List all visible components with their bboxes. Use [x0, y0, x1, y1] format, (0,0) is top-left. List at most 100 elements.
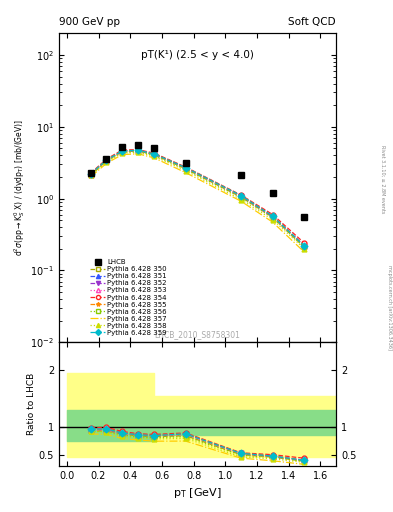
Pythia 6.428 359 [104, 157, 109, 163]
Pythia 6.428 354 [136, 146, 140, 153]
Pythia 6.428 359 [152, 151, 156, 157]
Pythia 6.428 350 [152, 152, 156, 158]
Pythia 6.428 351 [239, 193, 243, 199]
Pythia 6.428 350 [302, 244, 307, 250]
Pythia 6.428 358 [152, 153, 156, 159]
Pythia 6.428 355 [120, 148, 125, 154]
Pythia 6.428 354 [104, 156, 109, 162]
Pythia 6.428 357 [152, 155, 156, 161]
Pythia 6.428 355 [152, 151, 156, 157]
Pythia 6.428 353 [302, 243, 307, 249]
Text: Rivet 3.1.10; ≥ 2.8M events: Rivet 3.1.10; ≥ 2.8M events [381, 145, 386, 214]
Pythia 6.428 353 [120, 148, 125, 155]
Pythia 6.428 359 [239, 193, 243, 199]
LHCB [120, 144, 125, 150]
Pythia 6.428 352 [104, 157, 109, 163]
Pythia 6.428 356 [120, 150, 125, 156]
Pythia 6.428 354 [88, 170, 93, 176]
Pythia 6.428 352 [88, 171, 93, 177]
Pythia 6.428 350 [88, 173, 93, 179]
Pythia 6.428 353 [239, 194, 243, 200]
Pythia 6.428 353 [136, 147, 140, 154]
Pythia 6.428 350 [104, 158, 109, 164]
Pythia 6.428 352 [152, 151, 156, 157]
Pythia 6.428 355 [302, 243, 307, 249]
Pythia 6.428 358 [104, 159, 109, 165]
Line: Pythia 6.428 358: Pythia 6.428 358 [88, 150, 307, 251]
Pythia 6.428 358 [302, 246, 307, 252]
Legend: LHCB, Pythia 6.428 350, Pythia 6.428 351, Pythia 6.428 352, Pythia 6.428 353, Py: LHCB, Pythia 6.428 350, Pythia 6.428 351… [90, 260, 167, 336]
Pythia 6.428 355 [183, 164, 188, 170]
Pythia 6.428 355 [104, 157, 109, 163]
Pythia 6.428 352 [120, 148, 125, 154]
Pythia 6.428 350 [239, 194, 243, 200]
Pythia 6.428 353 [152, 151, 156, 157]
Pythia 6.428 353 [104, 158, 109, 164]
Pythia 6.428 357 [88, 174, 93, 180]
Pythia 6.428 350 [136, 148, 140, 154]
Line: Pythia 6.428 359: Pythia 6.428 359 [88, 148, 307, 248]
Pythia 6.428 355 [270, 213, 275, 219]
Pythia 6.428 358 [120, 150, 125, 156]
Pythia 6.428 354 [302, 240, 307, 246]
LHCB [239, 173, 243, 179]
Text: LHCB_2010_S8758301: LHCB_2010_S8758301 [154, 330, 241, 339]
LHCB [183, 160, 188, 166]
Text: Soft QCD: Soft QCD [288, 16, 336, 27]
Pythia 6.428 354 [120, 147, 125, 153]
Pythia 6.428 351 [270, 213, 275, 219]
Text: 900 GeV pp: 900 GeV pp [59, 16, 120, 27]
Text: pT(K¹) (2.5 < y < 4.0): pT(K¹) (2.5 < y < 4.0) [141, 50, 254, 60]
Pythia 6.428 356 [302, 244, 307, 250]
Y-axis label: Ratio to LHCB: Ratio to LHCB [27, 373, 36, 435]
Pythia 6.428 352 [183, 164, 188, 170]
Pythia 6.428 359 [88, 171, 93, 177]
Line: Pythia 6.428 354: Pythia 6.428 354 [88, 147, 307, 246]
LHCB [302, 214, 307, 220]
Pythia 6.428 357 [239, 198, 243, 204]
Pythia 6.428 356 [270, 215, 275, 221]
Line: Pythia 6.428 352: Pythia 6.428 352 [88, 148, 307, 248]
Line: Pythia 6.428 355: Pythia 6.428 355 [88, 148, 307, 248]
Pythia 6.428 353 [270, 214, 275, 220]
Pythia 6.428 357 [183, 169, 188, 176]
Line: Pythia 6.428 353: Pythia 6.428 353 [88, 148, 307, 248]
Pythia 6.428 357 [104, 160, 109, 166]
Pythia 6.428 352 [239, 193, 243, 199]
LHCB [104, 156, 109, 162]
Pythia 6.428 350 [183, 166, 188, 172]
Pythia 6.428 351 [120, 148, 125, 154]
X-axis label: p$_\mathrm{T}$ [GeV]: p$_\mathrm{T}$ [GeV] [173, 486, 222, 500]
Pythia 6.428 354 [183, 164, 188, 170]
Pythia 6.428 352 [270, 214, 275, 220]
Pythia 6.428 358 [88, 173, 93, 179]
LHCB [270, 190, 275, 196]
Text: mcplots.cern.ch [arXiv:1306.3436]: mcplots.cern.ch [arXiv:1306.3436] [387, 265, 391, 350]
Line: LHCB: LHCB [87, 142, 308, 221]
Pythia 6.428 356 [104, 158, 109, 164]
Pythia 6.428 358 [136, 150, 140, 156]
Pythia 6.428 355 [239, 193, 243, 199]
Pythia 6.428 351 [136, 147, 140, 154]
Y-axis label: d$^2\sigma$(pp$\rightarrow$K$^0_S$ X) / (dydp$_\mathrm{T}$) [mb/(GeV)]: d$^2\sigma$(pp$\rightarrow$K$^0_S$ X) / … [13, 119, 28, 257]
Pythia 6.428 351 [88, 171, 93, 177]
Pythia 6.428 356 [239, 195, 243, 201]
Pythia 6.428 350 [120, 148, 125, 155]
Pythia 6.428 356 [136, 148, 140, 155]
Pythia 6.428 352 [136, 147, 140, 154]
Pythia 6.428 354 [239, 192, 243, 198]
Pythia 6.428 351 [104, 157, 109, 163]
Pythia 6.428 352 [302, 243, 307, 249]
LHCB [136, 142, 140, 148]
Pythia 6.428 357 [136, 151, 140, 157]
Line: Pythia 6.428 357: Pythia 6.428 357 [91, 154, 304, 252]
Pythia 6.428 351 [302, 243, 307, 249]
Pythia 6.428 357 [120, 152, 125, 158]
Pythia 6.428 351 [152, 151, 156, 157]
Line: Pythia 6.428 356: Pythia 6.428 356 [88, 149, 307, 250]
Pythia 6.428 357 [302, 249, 307, 255]
Pythia 6.428 353 [88, 172, 93, 178]
Pythia 6.428 359 [270, 213, 275, 219]
Pythia 6.428 354 [152, 150, 156, 156]
LHCB [152, 145, 156, 152]
